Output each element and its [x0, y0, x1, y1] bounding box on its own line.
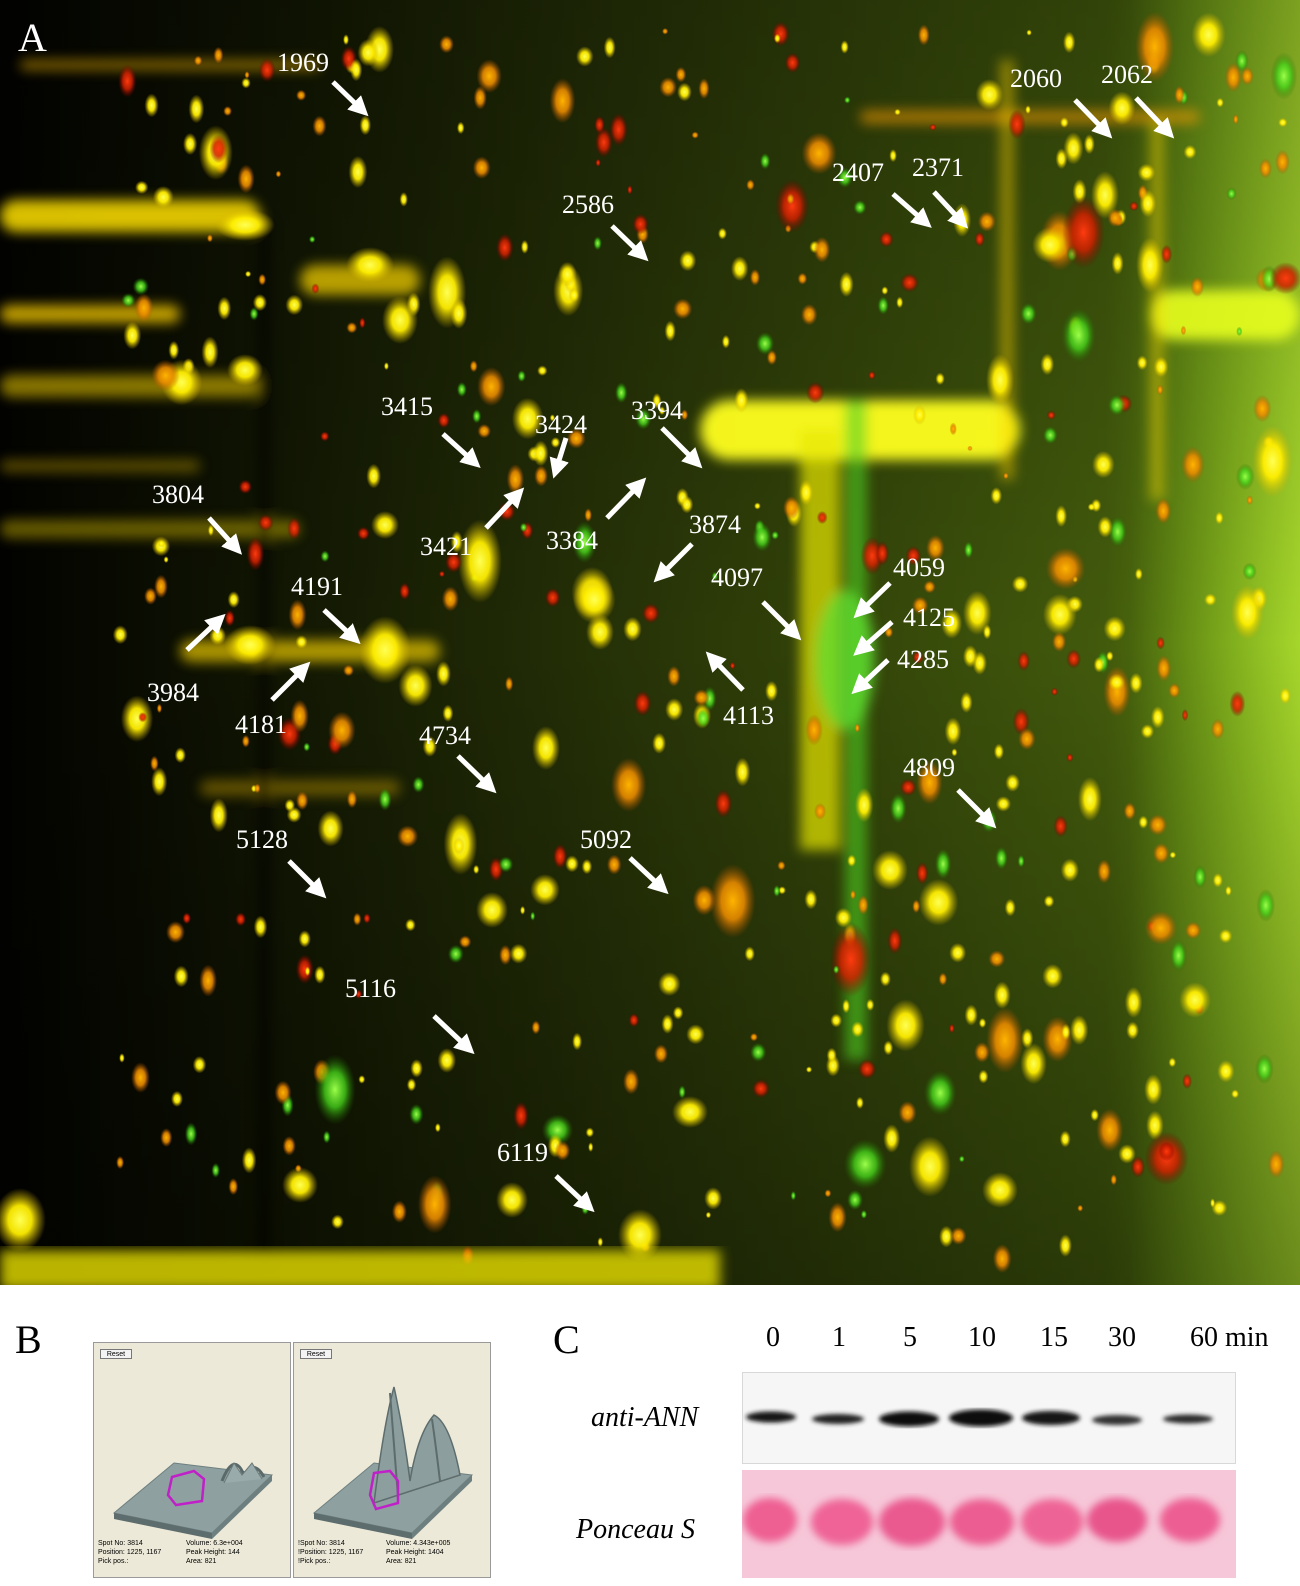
arrow-1969: [331, 80, 369, 117]
spot-label-3804: 3804: [152, 480, 204, 509]
band-0: [746, 1411, 796, 1423]
arrow-4097: [761, 600, 802, 641]
ponceau-label: Ponceau S: [576, 1514, 695, 1545]
spot-label-5116: 5116: [345, 974, 397, 1003]
spot-label-3424: 3424: [535, 410, 587, 439]
spot-label-6119: 6119: [497, 1138, 549, 1167]
spot-label-3421: 3421: [420, 532, 472, 561]
dige-gel-image: [0, 0, 1300, 1285]
arrow-4285: [851, 658, 890, 695]
band-10: [949, 1409, 1013, 1427]
arrow-4191: [322, 608, 361, 645]
arrow-4734: [456, 754, 497, 794]
spot-label-4191: 4191: [291, 572, 343, 601]
band-15: [1022, 1411, 1080, 1425]
arrow-5116: [432, 1014, 475, 1055]
arrow-4181: [270, 661, 311, 702]
arrow-2060: [1073, 98, 1113, 139]
band-1: [812, 1414, 864, 1424]
spot-label-1969: 1969: [277, 48, 329, 77]
panel-c-letter: C: [553, 1317, 580, 1362]
spot-label-2062: 2062: [1101, 60, 1153, 89]
time-label-30: 30: [1108, 1322, 1136, 1353]
arrow-2062: [1134, 96, 1175, 139]
arrow-3384: [605, 477, 647, 520]
spot-3d-view-right: Reset !Spot No: 3814 !Position: 1225, 11…: [293, 1342, 491, 1578]
spot-label-3384: 3384: [546, 526, 598, 555]
arrow-2371: [932, 190, 969, 229]
spot-label-4125: 4125: [903, 603, 955, 632]
spot-label-3984: 3984: [147, 678, 199, 707]
time-label-10: 10: [968, 1322, 996, 1353]
spot-label-4181: 4181: [235, 710, 287, 739]
time-label-60: 60 min: [1190, 1322, 1269, 1353]
spot-label-4097: 4097: [711, 563, 763, 592]
arrow-5092: [628, 856, 669, 895]
arrow-4059: [853, 581, 892, 619]
spot-label-3394: 3394: [631, 396, 683, 425]
surface-plot-left: [112, 1462, 274, 1539]
arrow-4809: [956, 788, 997, 829]
spot-label-2371: 2371: [912, 153, 964, 182]
time-label-1: 1: [832, 1322, 846, 1353]
arrow-2407: [891, 192, 932, 228]
spot-label-3874: 3874: [689, 510, 741, 539]
reset-button[interactable]: Reset: [100, 1349, 132, 1359]
spot-label-4734: 4734: [419, 721, 471, 750]
arrow-3394: [660, 426, 703, 469]
time-label-0: 0: [766, 1322, 780, 1353]
spot-label-2060: 2060: [1010, 64, 1062, 93]
ponceau-stain-strip: [742, 1470, 1236, 1578]
panel-a-letter: A: [18, 15, 47, 60]
arrow-4125: [853, 620, 894, 656]
arrow-3874: [653, 542, 694, 583]
band-60: [1163, 1414, 1213, 1424]
spot-label-4285: 4285: [897, 645, 949, 674]
spot-label-5128: 5128: [236, 825, 288, 854]
arrow-3804: [207, 516, 243, 555]
panel-a-gel-image: A 1969 2060 2062 2407 2371 2586 3415 3424 3394 38…: [0, 0, 1300, 1285]
spot-3d-view-left: Reset Spot No: 3814 Position: 1225, 1167…: [93, 1342, 291, 1578]
spot-label-2586: 2586: [562, 190, 614, 219]
arrow-3424: [549, 437, 569, 479]
surface-plot-right: [312, 1386, 474, 1539]
time-label-5: 5: [903, 1322, 917, 1353]
band-30: [1092, 1415, 1142, 1425]
annotation-arrows: [185, 80, 1175, 1213]
reset-button[interactable]: Reset: [300, 1349, 332, 1359]
arrow-3421: [484, 487, 525, 530]
arrow-6119: [554, 1174, 595, 1213]
arrow-4113: [705, 651, 745, 692]
spot-label-2407: 2407: [832, 158, 884, 187]
spot-label-4059: 4059: [893, 553, 945, 582]
spot-label-4809: 4809: [903, 753, 955, 782]
spot-label-4113: 4113: [723, 701, 775, 730]
time-label-15: 15: [1040, 1322, 1068, 1353]
arrow-3415: [441, 432, 481, 469]
arrow-5128: [287, 859, 327, 899]
spot-label-5092: 5092: [580, 825, 632, 854]
western-blot-strip: [742, 1372, 1236, 1464]
arrow-3984: [185, 613, 226, 652]
spot-label-3415: 3415: [381, 392, 433, 421]
panel-b-letter: B: [15, 1317, 42, 1362]
arrow-2586: [610, 224, 649, 262]
anti-ann-label: anti-ANN: [591, 1402, 699, 1433]
band-5: [879, 1411, 939, 1427]
